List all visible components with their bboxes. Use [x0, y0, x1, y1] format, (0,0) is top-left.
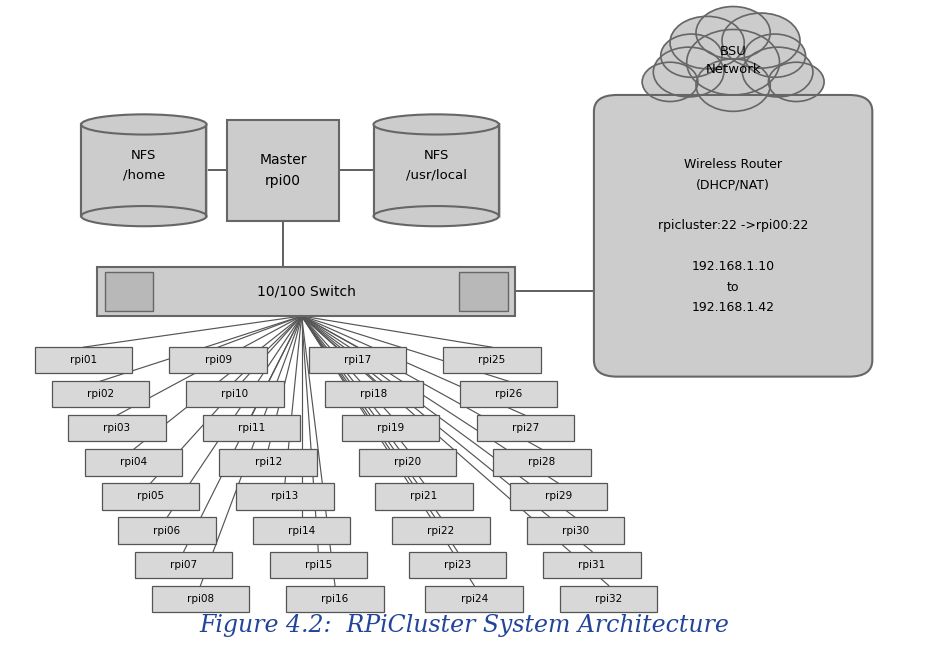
Bar: [510, 483, 606, 510]
Text: rpi18: rpi18: [360, 389, 387, 400]
Text: Wireless Router
(DHCP/NAT)

rpicluster:22 ->rpi00:22

192.168.1.10
to
192.168.1.: Wireless Router (DHCP/NAT) rpicluster:22…: [657, 158, 807, 314]
Bar: [325, 381, 423, 407]
Text: rpi27: rpi27: [511, 423, 539, 434]
Circle shape: [695, 59, 769, 111]
Bar: [97, 267, 514, 316]
Bar: [170, 347, 267, 373]
Circle shape: [768, 62, 823, 102]
Bar: [152, 586, 248, 612]
Text: rpi10: rpi10: [221, 389, 248, 400]
Bar: [543, 552, 640, 578]
Bar: [373, 124, 499, 216]
Ellipse shape: [82, 206, 206, 226]
Bar: [82, 124, 206, 216]
Text: Master
rpi00: Master rpi00: [259, 153, 307, 187]
Text: rpi05: rpi05: [136, 491, 164, 502]
Text: rpi13: rpi13: [271, 491, 298, 502]
Bar: [269, 552, 366, 578]
FancyBboxPatch shape: [593, 95, 871, 377]
Bar: [476, 415, 573, 441]
Bar: [493, 449, 590, 476]
Bar: [252, 517, 350, 544]
Text: rpi17: rpi17: [343, 355, 371, 365]
Text: rpi25: rpi25: [477, 355, 505, 365]
Text: rpi14: rpi14: [287, 525, 315, 536]
Text: rpi28: rpi28: [527, 457, 555, 468]
Text: rpi30: rpi30: [561, 525, 589, 536]
Circle shape: [641, 62, 697, 102]
Text: NFS
/home: NFS /home: [122, 149, 165, 181]
Bar: [236, 483, 334, 510]
Bar: [560, 586, 656, 612]
Text: rpi22: rpi22: [426, 525, 454, 536]
Bar: [219, 449, 316, 476]
Ellipse shape: [373, 206, 499, 226]
Bar: [52, 381, 148, 407]
Bar: [527, 517, 624, 544]
Circle shape: [686, 29, 779, 95]
Text: rpi08: rpi08: [186, 593, 214, 604]
Bar: [69, 415, 165, 441]
Circle shape: [669, 16, 743, 69]
Text: rpi23: rpi23: [443, 559, 471, 570]
Text: Figure 4.2:  RPiCluster System Architecture: Figure 4.2: RPiCluster System Architectu…: [199, 614, 728, 637]
Circle shape: [660, 34, 721, 77]
Bar: [227, 119, 338, 221]
Text: rpi15: rpi15: [304, 559, 332, 570]
Text: rpi03: rpi03: [103, 423, 131, 434]
Bar: [119, 517, 215, 544]
Text: rpi29: rpi29: [544, 491, 572, 502]
Text: rpi11: rpi11: [237, 423, 265, 434]
Bar: [105, 272, 153, 311]
Ellipse shape: [373, 115, 499, 134]
Bar: [135, 552, 232, 578]
Bar: [408, 552, 506, 578]
Bar: [425, 586, 523, 612]
Circle shape: [653, 47, 723, 97]
Text: rpi07: rpi07: [170, 559, 197, 570]
Text: rpi12: rpi12: [254, 457, 282, 468]
Bar: [85, 449, 182, 476]
Bar: [460, 381, 557, 407]
Ellipse shape: [82, 115, 206, 134]
Bar: [375, 483, 473, 510]
Text: rpi06: rpi06: [153, 525, 181, 536]
Text: rpi20: rpi20: [393, 457, 421, 468]
Bar: [342, 415, 439, 441]
Text: 10/100 Switch: 10/100 Switch: [257, 284, 355, 299]
Circle shape: [742, 47, 812, 97]
Text: rpi24: rpi24: [460, 593, 488, 604]
Text: rpi31: rpi31: [578, 559, 605, 570]
Bar: [309, 347, 406, 373]
Text: BSU
Network: BSU Network: [705, 45, 760, 76]
Text: rpi32: rpi32: [594, 593, 622, 604]
Bar: [443, 347, 540, 373]
Bar: [286, 586, 384, 612]
Text: NFS
/usr/local: NFS /usr/local: [405, 149, 466, 181]
Text: rpi19: rpi19: [376, 423, 404, 434]
Text: rpi01: rpi01: [70, 355, 97, 365]
Bar: [202, 415, 299, 441]
Text: rpi09: rpi09: [204, 355, 232, 365]
Text: rpi21: rpi21: [410, 491, 438, 502]
Bar: [101, 483, 198, 510]
Bar: [35, 347, 132, 373]
Text: rpi04: rpi04: [120, 457, 147, 468]
Bar: [459, 272, 507, 311]
Text: rpi16: rpi16: [321, 593, 349, 604]
Bar: [391, 517, 489, 544]
Text: rpi02: rpi02: [86, 389, 114, 400]
Bar: [186, 381, 284, 407]
Circle shape: [743, 34, 805, 77]
Circle shape: [695, 7, 769, 59]
Bar: [359, 449, 456, 476]
Text: rpi26: rpi26: [494, 389, 522, 400]
Circle shape: [721, 13, 799, 68]
